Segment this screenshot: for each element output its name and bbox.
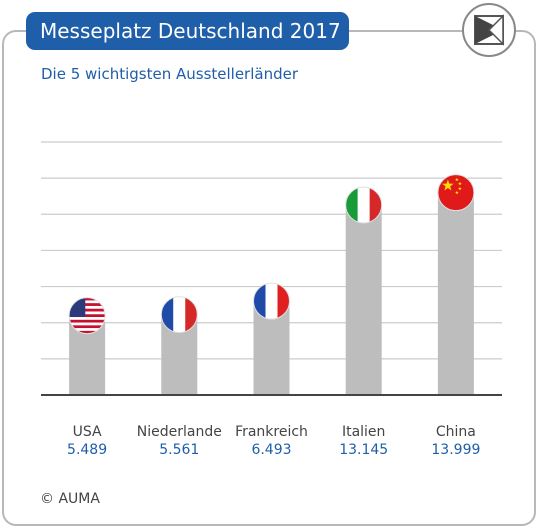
category-label: Niederlande xyxy=(137,424,222,440)
category-label: USA xyxy=(73,424,102,440)
auma-logo-icon xyxy=(462,3,516,57)
category-label: Italien xyxy=(342,424,385,440)
value-label: 5.561 xyxy=(159,442,199,458)
value-label: 6.493 xyxy=(251,442,291,458)
copyright-note: © AUMA xyxy=(40,491,100,507)
bar xyxy=(345,186,382,395)
chart-title: Messeplatz Deutschland 2017 xyxy=(26,12,349,50)
cn-flag-icon xyxy=(437,174,475,212)
category-label: China xyxy=(436,424,476,440)
category-label: Frankreich xyxy=(235,424,308,440)
nl-flag-icon xyxy=(160,296,198,334)
value-label: 5.489 xyxy=(67,442,107,458)
fr-flag-icon xyxy=(253,282,290,320)
chart-subtitle: Die 5 wichtigsten Ausstellerländer xyxy=(41,65,299,83)
value-label: 13.999 xyxy=(431,442,480,458)
value-label: 13.145 xyxy=(339,442,388,458)
it-flag-icon xyxy=(345,186,383,224)
bar xyxy=(437,174,474,395)
us-flag-icon xyxy=(68,297,106,335)
